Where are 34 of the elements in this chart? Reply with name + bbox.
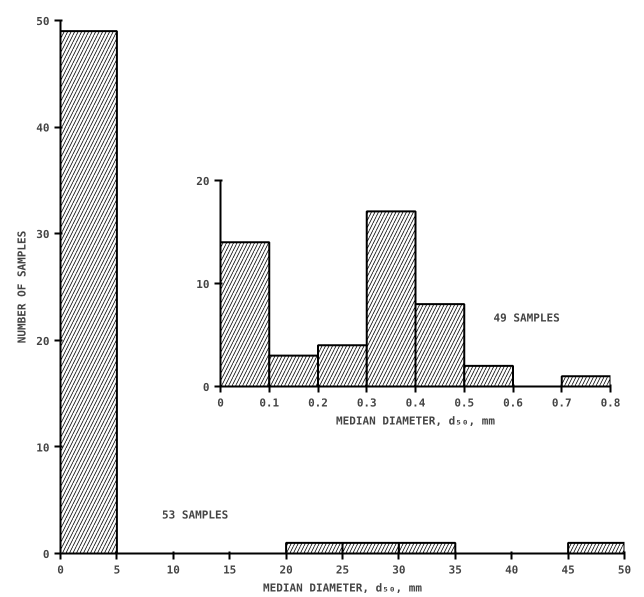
x-tick-label: 0.2 [308, 396, 328, 410]
y-tick-label: 30 [36, 228, 50, 242]
annotation: 49 SAMPLES [494, 312, 560, 325]
y-tick-label: 0 [42, 548, 50, 561]
annotation: 53 SAMPLES [162, 508, 228, 522]
x-tick-label: 0.1 [259, 396, 280, 410]
x-tick-label: 0 [217, 396, 224, 410]
y-tick-label: 10 [196, 278, 210, 291]
x-tick-label: 0.8 [600, 396, 620, 410]
x-tick-label: 10 [166, 564, 180, 576]
x-tick-label: 0.5 [454, 396, 474, 410]
x-axis-title: MEDIAN DIAMETER, d₅₀, mm [263, 582, 422, 594]
y-tick-label: 50 [36, 15, 50, 28]
y-tick-label: 20 [36, 334, 50, 348]
y-tick-label: 10 [36, 441, 50, 454]
x-tick-label: 25 [336, 564, 350, 576]
x-tick-label: 0 [57, 564, 64, 576]
x-tick-label: 0.4 [406, 396, 426, 410]
x-tick-label: 0.3 [356, 396, 377, 410]
y-tick-label: 40 [36, 122, 50, 135]
x-tick-label: 20 [279, 564, 293, 576]
x-tick-label: 35 [448, 564, 462, 576]
x-tick-label: 0.6 [503, 396, 524, 410]
x-tick-label: 50 [618, 564, 632, 576]
x-axis-title: MEDIAN DIAMETER, d₅₀, mm [336, 414, 496, 428]
x-tick-label: 45 [561, 564, 575, 576]
x-tick-label: 40 [505, 564, 518, 576]
y-tick-label: 20 [196, 175, 210, 188]
x-tick-label: 15 [223, 564, 236, 576]
y-tick-label: 0 [202, 381, 210, 394]
x-tick-label: 30 [392, 564, 406, 576]
y-axis-title: NUMBER OF SAMPLES [15, 230, 28, 344]
x-tick-label: 5 [114, 564, 120, 576]
x-tick-label: 0.7 [552, 396, 572, 410]
